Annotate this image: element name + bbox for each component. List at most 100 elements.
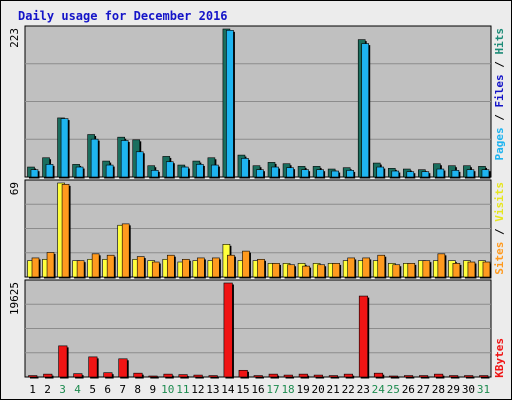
chart-bars [27,28,492,379]
bar-files-day-31 [481,169,490,178]
x-tick-label: 17 [266,383,279,396]
grid-lines [25,63,491,354]
bar-files-day-14 [226,30,234,178]
bar-sites-day-3 [61,184,70,278]
bar-files-day-2 [45,164,54,178]
bar-kbytes-day-30-shadow [465,377,475,379]
bar-files-day-20 [316,169,324,178]
x-tick-label: 15 [236,383,249,396]
x-tick-label: 3 [59,383,66,396]
bar-sites-day-13 [212,257,220,278]
bar-sites-day-12 [197,257,205,278]
legend-visits: Visits [493,182,506,222]
x-tick-label: 1 [29,383,36,396]
x-tick-label: 13 [206,383,219,396]
bar-files-day-30 [466,169,475,178]
bar-kbytes-day-29-shadow [450,377,460,379]
x-tick-label: 26 [402,383,415,396]
x-tick-label: 21 [327,383,340,396]
bar-kbytes-day-23 [358,295,369,378]
bar-files-day-24 [376,166,385,178]
legend-pages: Pages [493,127,506,160]
legend-files: Files [493,74,506,107]
bar-kbytes-day-20-shadow [315,376,325,379]
legend-sep-3: / [493,222,506,242]
bar-files-day-5 [90,138,99,178]
x-tick-label: 8 [134,383,141,396]
bar-kbytes-day-26-shadow [405,377,415,379]
bar-kbytes-day-29 [449,375,459,378]
bar-files-day-23 [361,43,370,178]
x-tick-label: 12 [191,383,204,396]
bar-kbytes-day-6 [103,372,113,378]
bar-sites-day-7 [121,223,130,278]
bar-kbytes-day-9 [148,375,158,378]
legend-hits: Hits [493,28,506,55]
bar-sites-day-26 [407,263,416,278]
bar-files-day-27 [421,171,430,178]
bar-kbytes-day-31-shadow [480,377,490,379]
bar-sites-day-27 [422,260,431,278]
bar-sites-day-31 [482,261,491,278]
bar-sites-day-17 [272,263,280,278]
bar-sites-day-15 [242,250,250,278]
bar-kbytes-day-16-shadow [255,377,264,379]
x-tick-label: 24 [372,383,386,396]
bar-kbytes-day-20 [313,374,323,378]
bar-kbytes-day-5 [88,356,98,378]
x-tick-label: 27 [417,383,430,396]
bar-sites-day-16 [257,258,265,278]
bar-kbytes-day-9-shadow [150,377,159,379]
bar-files-day-15 [241,158,249,178]
bar-kbytes-day-25 [388,375,399,378]
bar-files-day-4 [75,166,84,178]
bar-kbytes-day-27 [419,375,429,378]
bar-files-day-8 [135,151,144,178]
bar-sites-day-23 [362,257,371,278]
x-tick-label: 10 [161,383,174,396]
bar-kbytes-day-18 [283,374,293,378]
bar-sites-day-30 [467,261,476,278]
bar-kbytes-day-11-shadow [180,376,189,379]
bar-files-day-22 [346,170,354,178]
legend-sites-visits: Sites / Visits [493,182,506,275]
bar-sites-day-24 [377,254,386,278]
x-tick-label: 30 [462,383,475,396]
bar-kbytes-day-3 [58,345,68,378]
bar-files-day-18 [286,167,294,178]
bar-sites-day-4 [76,260,85,278]
bar-kbytes-day-26 [404,375,414,378]
bar-sites-day-10 [166,254,175,278]
bar-files-day-16 [256,169,264,178]
bar-kbytes-day-16 [253,375,263,378]
bar-sites-day-19 [302,265,310,278]
bar-kbytes-day-24 [373,372,384,378]
bar-kbytes-day-19 [298,373,308,378]
legend-pages-files-hits: Pages / Files / Hits [493,28,506,161]
bar-files-day-29 [451,170,460,178]
x-tick-label: 22 [342,383,355,396]
bar-sites-day-5 [91,253,100,278]
panel3-max-label: 19625 [8,282,21,315]
bar-sites-day-25 [392,264,401,278]
bar-sites-day-8 [136,256,145,278]
legend-kbytes: KBytes [493,338,506,378]
chart-title: Daily usage for December 2016 [18,9,228,23]
bar-sites-day-6 [106,254,115,278]
x-tick-label: 4 [74,383,81,396]
x-tick-label: 18 [281,383,294,396]
bar-sites-day-20 [317,264,325,278]
legend-sites: Sites [493,242,506,275]
bar-sites-day-2 [46,252,55,278]
bar-sites-day-21 [332,263,340,278]
x-tick-label: 25 [387,383,400,396]
bar-files-day-11 [181,166,189,178]
x-tick-label: 14 [221,383,235,396]
bar-files-day-3 [60,118,69,178]
bar-files-day-17 [271,166,279,178]
bar-files-day-7 [120,140,129,178]
bar-files-day-13 [211,164,219,178]
bar-sites-day-1 [31,257,40,278]
legend-sep-1: / [493,108,506,128]
bar-files-day-10 [165,161,174,178]
